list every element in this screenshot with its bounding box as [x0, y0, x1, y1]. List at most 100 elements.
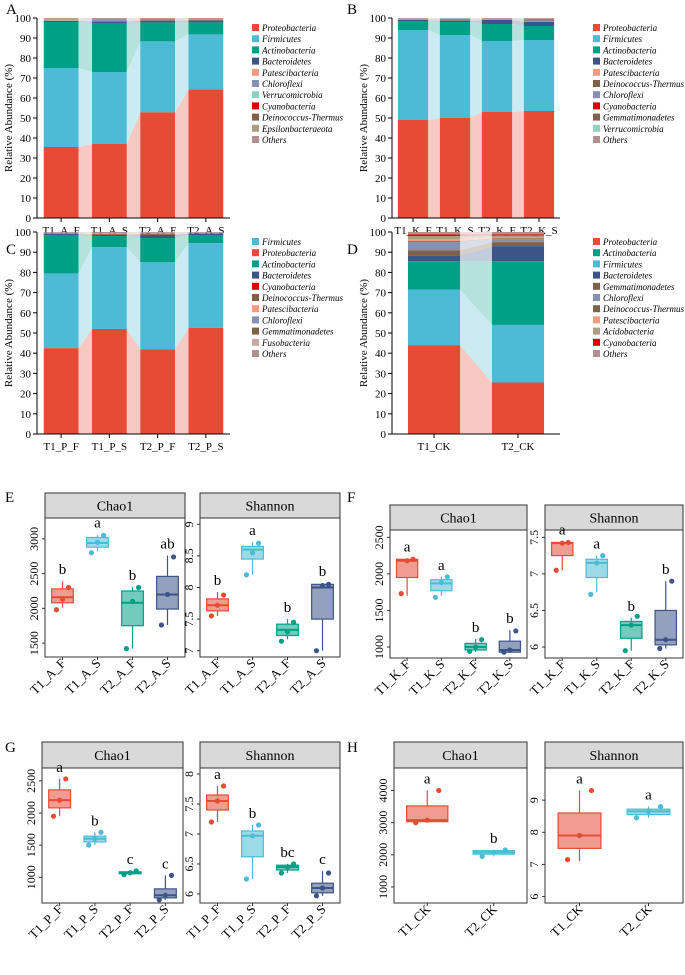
panel-F: F Chao1 1000 1500 2000 2500 a T1_K_F a T1_K_S b T2_…	[347, 490, 684, 698]
flow-verrucomicrobia	[512, 18, 524, 20]
bar-segment-deinococcus-thermus	[92, 234, 127, 235]
data-point	[410, 556, 416, 562]
bar-segment-firmicutes	[397, 30, 429, 120]
flow-actinobacteria	[78, 235, 93, 274]
flow-patescibacteria	[126, 19, 141, 22]
significance-letter: a	[559, 523, 566, 539]
data-point	[633, 815, 640, 821]
data-point	[645, 808, 652, 814]
y-tick-label: 50	[20, 113, 32, 125]
legend-swatch	[252, 305, 259, 313]
legend-swatch	[593, 238, 600, 245]
bar-segment-others	[92, 232, 127, 234]
legend-swatch	[593, 249, 600, 257]
y-tick-label: 40	[20, 133, 32, 145]
bar-segment-cyanobacteria	[407, 234, 461, 237]
x-tick-label: T2_CK	[616, 901, 655, 940]
legend-entry: Deinococcus-Thermus	[602, 304, 684, 314]
bar-segment-proteobacteria	[491, 382, 545, 434]
facet-chao1: Chao1 1000 1500 2000 2500 a T1_K_F a T1_K_S b T2_K…	[371, 504, 528, 698]
bar-segment-bacteroidetes	[397, 20, 429, 21]
legend-swatch	[252, 316, 259, 324]
y-tick-label: 30	[20, 368, 32, 380]
flow-gemmatimonadetes	[460, 242, 492, 256]
data-point	[657, 803, 664, 810]
significance-letter: a	[249, 523, 256, 539]
legend-swatch	[593, 113, 600, 121]
bar-segment-deinococcus-thermus	[407, 241, 461, 243]
legend-entry: Patescibacteria	[261, 304, 319, 314]
data-point	[628, 622, 634, 628]
bar-segment-actinobacteria	[407, 261, 461, 290]
legend-entry: Chloroflexi	[603, 90, 644, 100]
y-tick-label: 70	[20, 73, 32, 85]
data-point	[220, 783, 227, 789]
flow-firmicutes	[126, 247, 141, 350]
legend-swatch	[593, 91, 600, 99]
x-tick-label: T1_A_F	[27, 656, 69, 698]
y-tick-label: 10	[375, 409, 387, 421]
legend-swatch	[593, 102, 600, 110]
x-tick-label: T2_P_F	[96, 902, 136, 942]
flow-cyanobacteria	[512, 18, 524, 20]
legend-entry: Chloroflexi	[262, 315, 303, 325]
x-tick-label: T1_CK	[418, 441, 451, 453]
data-point	[424, 817, 430, 823]
data-point	[479, 853, 485, 859]
y-tick-label: 2000	[24, 801, 38, 825]
legend-entry: Actinobacteria	[602, 248, 657, 258]
data-point	[133, 868, 139, 874]
legend-entry: Patescibacteria	[602, 68, 660, 78]
box	[51, 588, 74, 604]
facet-chao1: Chao1 1500 2000 2500 3000 b T1_A_F a T1_A_S b T2_A…	[27, 492, 186, 698]
significance-letter: a	[94, 516, 101, 532]
flow-fusobacteria	[174, 232, 189, 234]
legend-entry: Deinococcus-Thermus	[602, 79, 684, 89]
y-tick-label: 1000	[376, 875, 390, 899]
flow-deinococcus-thermus	[126, 18, 141, 20]
data-point	[313, 893, 320, 899]
flow-chloroflexi	[78, 19, 93, 21]
facet-title: Chao1	[440, 512, 477, 527]
flow-actinobacteria	[460, 261, 492, 325]
data-point	[214, 602, 221, 608]
bar-segment-others	[43, 18, 79, 19]
facet-shannon: Shannon 6 6.5 7 7.5 a T1_K_F a T1_K_S b T2_K_F b T2_…	[527, 504, 684, 698]
data-point	[325, 581, 332, 587]
flow-deinococcus-thermus	[470, 19, 482, 20]
data-point	[208, 819, 215, 825]
data-point	[278, 870, 285, 876]
data-point	[168, 872, 175, 878]
y-tick-label: 0	[381, 213, 387, 225]
significance-letter: a	[593, 537, 600, 553]
y-tick-label: 40	[375, 348, 387, 360]
legend-swatch	[593, 35, 600, 43]
flow-others	[78, 232, 93, 234]
legend-entry: Proteobacteria	[602, 23, 658, 33]
facet-strip	[544, 504, 684, 531]
legend-swatch	[593, 136, 600, 143]
flow-chloroflexi	[470, 19, 482, 20]
bar-segment-acidobacteria	[491, 235, 545, 238]
data-point	[594, 560, 600, 566]
legend-swatch	[593, 24, 600, 31]
legend-swatch	[593, 46, 600, 54]
y-tick-label: 0	[26, 213, 32, 225]
legend-entry: Bacteroidetes	[603, 57, 653, 67]
bar-segment-chloroflexi	[140, 18, 175, 20]
flow-cyanobacteria	[460, 234, 492, 237]
legend-entry: Gemmatimonadetes	[262, 327, 334, 337]
significance-letter: b	[249, 806, 257, 822]
bar-segment-actinobacteria	[43, 235, 79, 274]
y-tick-label: 20	[375, 389, 387, 401]
data-point	[121, 872, 127, 878]
y-tick-label: 7.5	[527, 530, 541, 545]
data-point	[63, 776, 69, 782]
data-point	[657, 645, 663, 652]
legend-entry: Deinococcus-Thermus	[261, 293, 343, 303]
flow-firmicutes	[78, 68, 93, 147]
flow-patescibacteria	[470, 19, 482, 21]
y-tick-label: 50	[20, 328, 32, 340]
flow-actinobacteria	[126, 22, 141, 72]
data-point	[255, 540, 262, 546]
